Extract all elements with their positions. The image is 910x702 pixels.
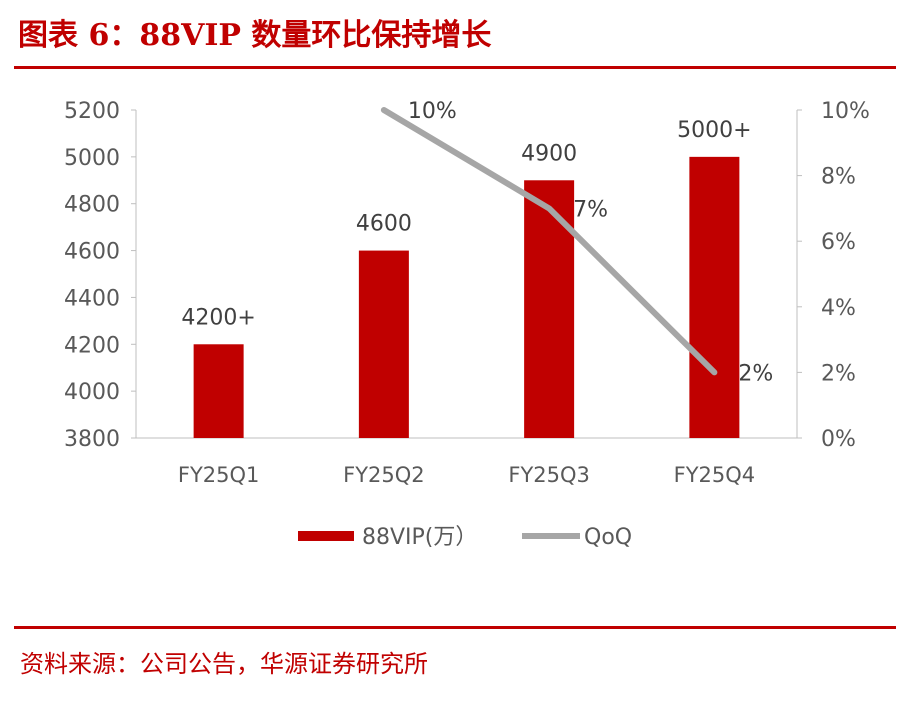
x-axis-tick-label: FY25Q1 (178, 463, 260, 487)
title-divider (14, 66, 896, 69)
bar (358, 250, 409, 438)
qoq-point (712, 370, 717, 375)
bar-value-label: 4200+ (181, 305, 255, 330)
left-axis-tick-label: 4400 (64, 286, 120, 311)
bar (193, 344, 244, 438)
qoq-value-label: 10% (408, 99, 457, 124)
left-axis-tick-label: 5200 (64, 99, 120, 124)
data-labels: 4200+ 4600 4900 5000+ 10% 7% 2% (181, 99, 773, 386)
qoq-point (547, 206, 552, 211)
bar-value-label: 5000+ (677, 118, 751, 143)
right-axis-tick-label: 2% (821, 361, 856, 386)
legend: 88VIP(万） QoQ (298, 525, 632, 550)
left-axis-tick-label: 4200 (64, 333, 120, 358)
legend-label-bar: 88VIP(万） (362, 525, 477, 550)
line-series (380, 107, 718, 376)
right-axis-tick-label: 6% (821, 230, 856, 255)
bar (689, 156, 740, 438)
left-axis-tick-label: 4600 (64, 240, 120, 265)
legend-label-line: QoQ (584, 525, 632, 550)
x-axis-tick-label: FY25Q3 (508, 463, 590, 487)
qoq-point (381, 108, 386, 112)
chart: 5200 5000 4800 4600 4400 4200 4000 3800 10% 8% 6% 4… (64, 99, 870, 550)
footer-divider (14, 626, 896, 629)
left-axis-tick-label: 4800 (64, 193, 120, 218)
right-axis-tick-label: 10% (821, 99, 870, 124)
right-axis-tick-label: 0% (821, 427, 856, 452)
bar-series (193, 156, 740, 438)
legend-swatch-bar (298, 531, 354, 541)
chart-axes: 5200 5000 4800 4600 4400 4200 4000 3800 10% 8% 6% 4… (64, 99, 870, 487)
bar-value-label: 4900 (521, 141, 577, 166)
left-axis-tick-label: 3800 (64, 427, 120, 452)
qoq-value-label: 2% (738, 361, 773, 386)
right-axis-tick-label: 4% (821, 296, 856, 321)
bar-value-label: 4600 (356, 212, 412, 237)
chart-title: 图表 6：88VIP 数量环比保持增长 (18, 18, 492, 53)
qoq-value-label: 7% (573, 197, 608, 222)
bar (524, 180, 575, 438)
left-axis-tick-label: 5000 (64, 146, 120, 171)
x-axis-tick-label: FY25Q2 (343, 463, 425, 487)
source-note: 资料来源：公司公告，华源证券研究所 (20, 650, 428, 678)
x-axis-tick-label: FY25Q4 (674, 463, 756, 487)
right-axis-tick-label: 8% (821, 165, 856, 190)
left-axis-tick-label: 4000 (64, 380, 120, 405)
